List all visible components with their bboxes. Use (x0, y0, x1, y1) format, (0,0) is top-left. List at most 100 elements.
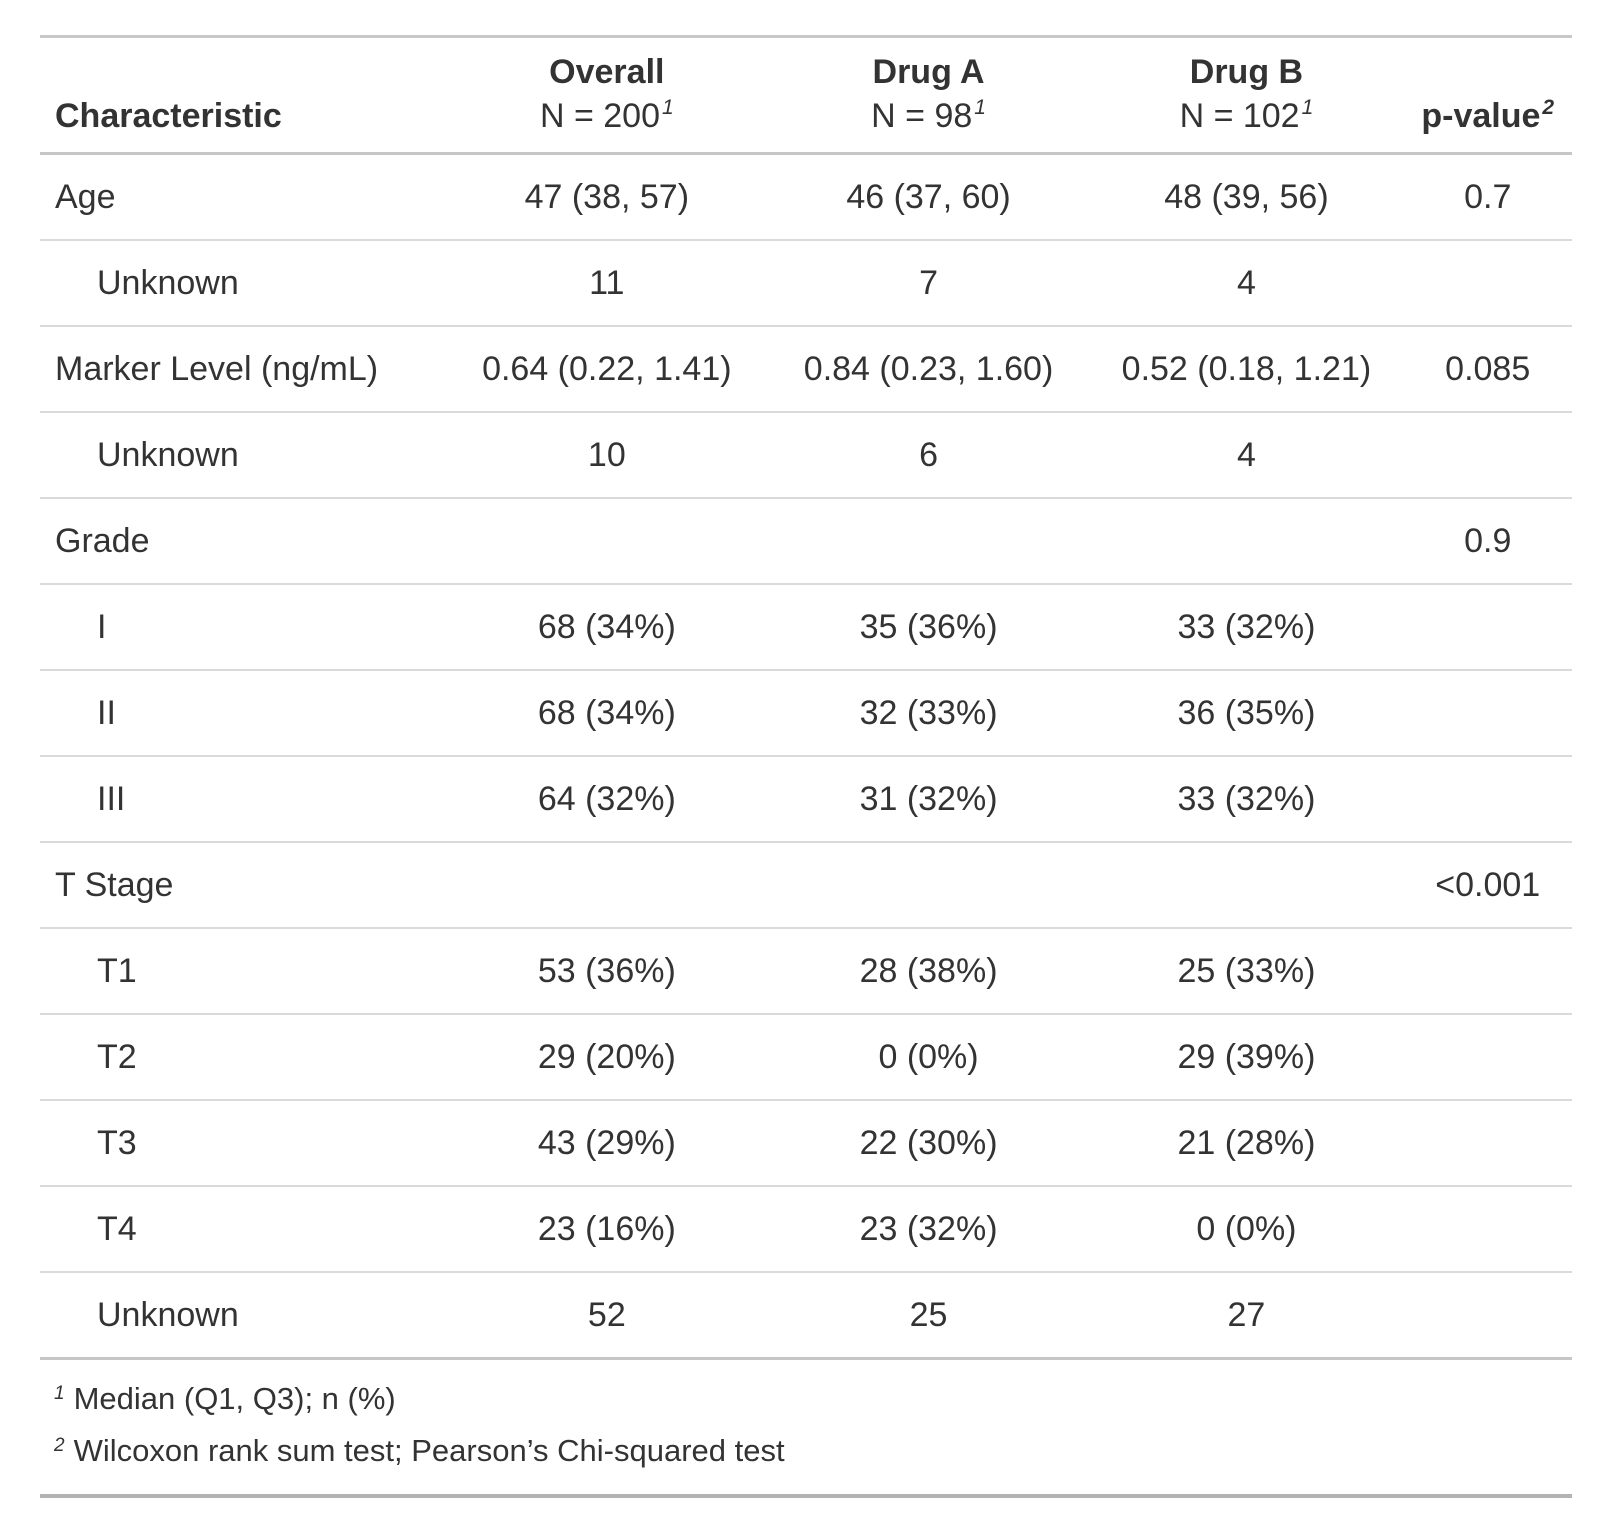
table-row: T3 43 (29%) 22 (30%) 21 (28%) (40, 1100, 1572, 1187)
column-header-drug-a: Drug A N = 981 (767, 35, 1090, 155)
footnote: 1 Median (Q1, Q3); n (%) (54, 1376, 1558, 1422)
overall-cell: 0.64 (0.22, 1.41) (445, 326, 768, 413)
drug-b-cell (1089, 498, 1404, 585)
table-body: Age 47 (38, 57) 46 (37, 60) 48 (39, 56) … (40, 153, 1572, 1358)
drug-a-cell: 0 (0%) (767, 1014, 1090, 1101)
drug-a-cell: 22 (30%) (767, 1100, 1090, 1187)
footnote-mark: 1 (662, 95, 674, 119)
drug-a-cell: 46 (37, 60) (767, 153, 1090, 241)
overall-cell: 43 (29%) (445, 1100, 768, 1187)
characteristic-cell: Age (40, 153, 446, 241)
drug-b-cell: 27 (1227, 1296, 1266, 1334)
table-row: I 68 (34%) 35 (36%) 33 (32%) (40, 584, 1572, 671)
overall-cell: 53 (36%) (445, 928, 768, 1015)
characteristic-cell: T1 (40, 928, 446, 1015)
overall-cell: 29 (20%) (445, 1014, 768, 1101)
summary-table: Characteristic Overall N = 2001 Drug A N… (40, 35, 1572, 1357)
characteristic-cell: II (40, 670, 446, 757)
p-value-cell (1403, 1014, 1572, 1101)
table-row: Marker Level (ng/mL) 0.64 (0.22, 1.41) 0… (40, 326, 1572, 413)
drug-a-cell: 6 (767, 412, 1090, 499)
overall-cell: 10 (445, 412, 768, 499)
overall-cell: 23 (16%) (445, 1186, 768, 1273)
drug-b-cell: 36 (35%) (1089, 670, 1404, 757)
overall-cell: 68 (34%) (445, 584, 768, 671)
characteristic-cell: III (40, 756, 446, 843)
p-value-cell (1403, 412, 1572, 499)
column-label: Drug A (872, 53, 985, 91)
footnote-mark: 1 (1301, 95, 1314, 119)
characteristic-cell: T4 (40, 1186, 446, 1273)
overall-cell: 68 (34%) (445, 670, 768, 757)
p-value-cell: <0.001 (1403, 842, 1572, 929)
overall-cell: 11 (445, 240, 768, 327)
column-label: Overall (549, 53, 665, 91)
footnote-mark: 2 (1542, 95, 1555, 119)
drug-a-cell: 7 (767, 240, 1090, 327)
footnotes-section: 1 Median (Q1, Q3); n (%) 2 Wilcoxon rank s… (40, 1357, 1572, 1494)
footnote-text: Median (Q1, Q3); n (%) (73, 1381, 396, 1416)
p-value-cell (1403, 240, 1572, 327)
table-header: Characteristic Overall N = 2001 Drug A N… (40, 35, 1572, 155)
drug-b-cell: 25 (33%) (1089, 928, 1404, 1015)
table-row: II 68 (34%) 32 (33%) 36 (35%) (40, 670, 1572, 757)
footnote-mark: 1 (54, 1382, 65, 1404)
drug-a-cell: 31 (32%) (767, 756, 1090, 843)
overall-cell: 52 (587, 1296, 626, 1334)
column-n: N = 1021 (1179, 95, 1314, 135)
drug-b-cell: 33 (32%) (1089, 584, 1404, 671)
column-header-characteristic: Characteristic (40, 35, 446, 155)
overall-cell (445, 842, 768, 929)
column-label: Drug B (1189, 53, 1304, 91)
characteristic-cell: Unknown (40, 412, 446, 499)
column-n: N = 2001 (539, 95, 674, 135)
p-value-cell (1403, 670, 1572, 757)
column-header-overall: Overall N = 2001 (445, 35, 768, 155)
drug-b-cell: 0 (0%) (1089, 1186, 1404, 1273)
table-row: T Stage <0.001 (40, 842, 1572, 929)
drug-a-cell: 0.84 (0.23, 1.60) (767, 326, 1090, 413)
drug-a-cell: 32 (33%) (767, 670, 1090, 757)
footnote-mark: 1 (974, 95, 986, 119)
drug-b-cell: 0.52 (0.18, 1.21) (1089, 326, 1404, 413)
drug-b-cell: 4 (1089, 240, 1404, 327)
p-value-cell: 0.9 (1403, 498, 1572, 585)
header-row: Characteristic Overall N = 2001 Drug A N… (40, 35, 1572, 155)
drug-b-cell: 48 (39, 56) (1089, 153, 1404, 241)
characteristic-cell: Marker Level (ng/mL) (40, 326, 446, 413)
table-row: Unknown 52 25 27 (40, 1272, 1572, 1357)
column-n: N = 981 (871, 95, 986, 135)
p-value-cell (1403, 1272, 1572, 1357)
drug-a-cell: 35 (36%) (767, 584, 1090, 671)
overall-cell: 47 (38, 57) (445, 153, 768, 241)
p-value-cell (1403, 756, 1572, 843)
column-header-p-value: p-value2 (1403, 35, 1572, 155)
p-value-cell: 0.085 (1403, 326, 1572, 413)
p-value-cell: 0.7 (1403, 153, 1572, 241)
table-row: Age 47 (38, 57) 46 (37, 60) 48 (39, 56) … (40, 153, 1572, 241)
overall-cell (445, 498, 768, 585)
table-row: Grade 0.9 (40, 498, 1572, 585)
characteristic-cell: I (40, 584, 446, 671)
table-row: Unknown 11 7 4 (40, 240, 1572, 327)
p-value-cell (1403, 928, 1572, 1015)
drug-b-cell: 29 (39%) (1089, 1014, 1404, 1101)
drug-a-cell: 25 (909, 1296, 948, 1334)
footnote: 2 Wilcoxon rank sum test; Pearson’s Chi-s… (54, 1428, 1558, 1474)
footnote-text: Wilcoxon rank sum test; Pearson’s Chi-sq… (73, 1433, 785, 1468)
table-row: T4 23 (16%) 23 (32%) 0 (0%) (40, 1186, 1572, 1273)
footnote-mark: 2 (54, 1434, 65, 1456)
characteristic-cell: T2 (40, 1014, 446, 1101)
summary-table-container: Characteristic Overall N = 2001 Drug A N… (40, 35, 1572, 1498)
characteristic-cell: Unknown (97, 1296, 239, 1334)
p-value-cell (1403, 1186, 1572, 1273)
drug-a-cell: 23 (32%) (767, 1186, 1090, 1273)
characteristic-cell: T Stage (40, 842, 446, 929)
column-header-drug-b: Drug B N = 1021 (1089, 35, 1404, 155)
drug-a-cell (767, 842, 1090, 929)
characteristic-cell: Unknown (40, 240, 446, 327)
overall-cell: 64 (32%) (445, 756, 768, 843)
drug-a-cell (767, 498, 1090, 585)
drug-b-cell: 33 (32%) (1089, 756, 1404, 843)
characteristic-cell: T3 (40, 1100, 446, 1187)
